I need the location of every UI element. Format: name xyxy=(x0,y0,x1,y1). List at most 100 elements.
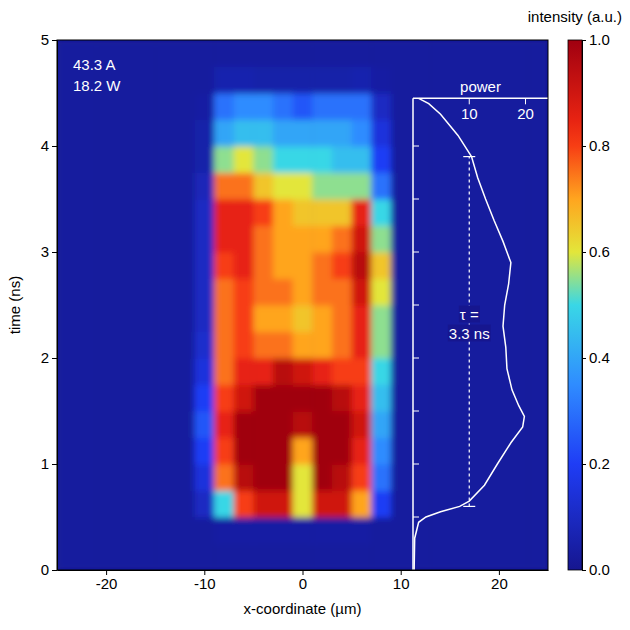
cell xyxy=(175,40,195,67)
cell xyxy=(116,491,136,518)
tick: 0 xyxy=(299,570,307,592)
cell xyxy=(509,252,529,279)
cell xyxy=(489,93,509,120)
cell xyxy=(509,67,529,94)
cell xyxy=(450,279,470,306)
tick-mark xyxy=(582,252,586,253)
tick-mark xyxy=(52,464,57,465)
cell xyxy=(77,120,97,147)
tick-label: 4 xyxy=(41,137,49,154)
cell xyxy=(175,517,195,544)
cell xyxy=(136,411,156,438)
cell xyxy=(194,358,214,385)
tick-label: 3 xyxy=(41,243,49,260)
cell xyxy=(116,385,136,412)
cell xyxy=(57,199,77,226)
cell xyxy=(175,173,195,200)
cell xyxy=(352,252,372,279)
cell xyxy=(430,305,450,332)
label-patch xyxy=(459,306,480,323)
cell xyxy=(194,252,214,279)
cell xyxy=(116,411,136,438)
cell xyxy=(155,358,175,385)
cell xyxy=(509,358,529,385)
cell xyxy=(136,358,156,385)
cell xyxy=(430,93,450,120)
cell xyxy=(391,120,411,147)
cell xyxy=(155,385,175,412)
y-axis: 012345 xyxy=(41,31,58,578)
cell xyxy=(293,411,313,438)
cell xyxy=(234,464,254,491)
cell xyxy=(528,146,548,173)
cell xyxy=(234,199,254,226)
cell xyxy=(509,305,529,332)
cell xyxy=(253,385,273,412)
cell xyxy=(116,305,136,332)
cell xyxy=(430,517,450,544)
cell xyxy=(194,491,214,518)
cell xyxy=(391,40,411,67)
label-patch xyxy=(448,325,491,342)
cell xyxy=(528,358,548,385)
cell xyxy=(253,173,273,200)
cell xyxy=(293,332,313,359)
cell xyxy=(194,173,214,200)
cell xyxy=(214,67,234,94)
cell xyxy=(332,146,352,173)
cell xyxy=(391,411,411,438)
cell xyxy=(253,252,273,279)
cell xyxy=(155,305,175,332)
cell xyxy=(332,464,352,491)
cell xyxy=(293,146,313,173)
cell xyxy=(234,279,254,306)
cell xyxy=(155,93,175,120)
cell xyxy=(430,544,450,571)
cell xyxy=(489,464,509,491)
cell xyxy=(352,305,372,332)
cell xyxy=(234,491,254,518)
cell xyxy=(312,279,332,306)
cell xyxy=(77,279,97,306)
cell xyxy=(96,279,116,306)
cell xyxy=(234,40,254,67)
cell xyxy=(528,67,548,94)
cell xyxy=(528,438,548,465)
cell xyxy=(136,199,156,226)
cell xyxy=(214,305,234,332)
cell xyxy=(214,438,234,465)
cell xyxy=(57,544,77,571)
cell xyxy=(352,438,372,465)
cell xyxy=(77,517,97,544)
cell xyxy=(136,305,156,332)
cell xyxy=(77,411,97,438)
colorbar-axis: 0.00.20.40.60.81.0 xyxy=(582,31,610,578)
cell xyxy=(175,226,195,253)
tick-label: 0.2 xyxy=(589,455,610,472)
cell xyxy=(371,305,391,332)
cell xyxy=(391,252,411,279)
cell xyxy=(175,93,195,120)
cell xyxy=(509,146,529,173)
tick-label: 0.6 xyxy=(589,243,610,260)
cell xyxy=(391,358,411,385)
cell xyxy=(332,411,352,438)
cell xyxy=(312,252,332,279)
cell xyxy=(77,544,97,571)
cell xyxy=(332,93,352,120)
inset-title: power xyxy=(460,78,501,95)
tau-label: 3.3 ns xyxy=(449,325,490,342)
cell xyxy=(136,40,156,67)
cell xyxy=(312,305,332,332)
tick-label: 20 xyxy=(491,575,508,592)
cell xyxy=(175,411,195,438)
inset-time-tick xyxy=(413,252,419,253)
cell xyxy=(136,279,156,306)
cell xyxy=(194,517,214,544)
cell xyxy=(194,199,214,226)
cell xyxy=(136,67,156,94)
cell xyxy=(77,173,97,200)
tick-mark xyxy=(582,40,586,41)
cell xyxy=(253,358,273,385)
cell xyxy=(234,120,254,147)
